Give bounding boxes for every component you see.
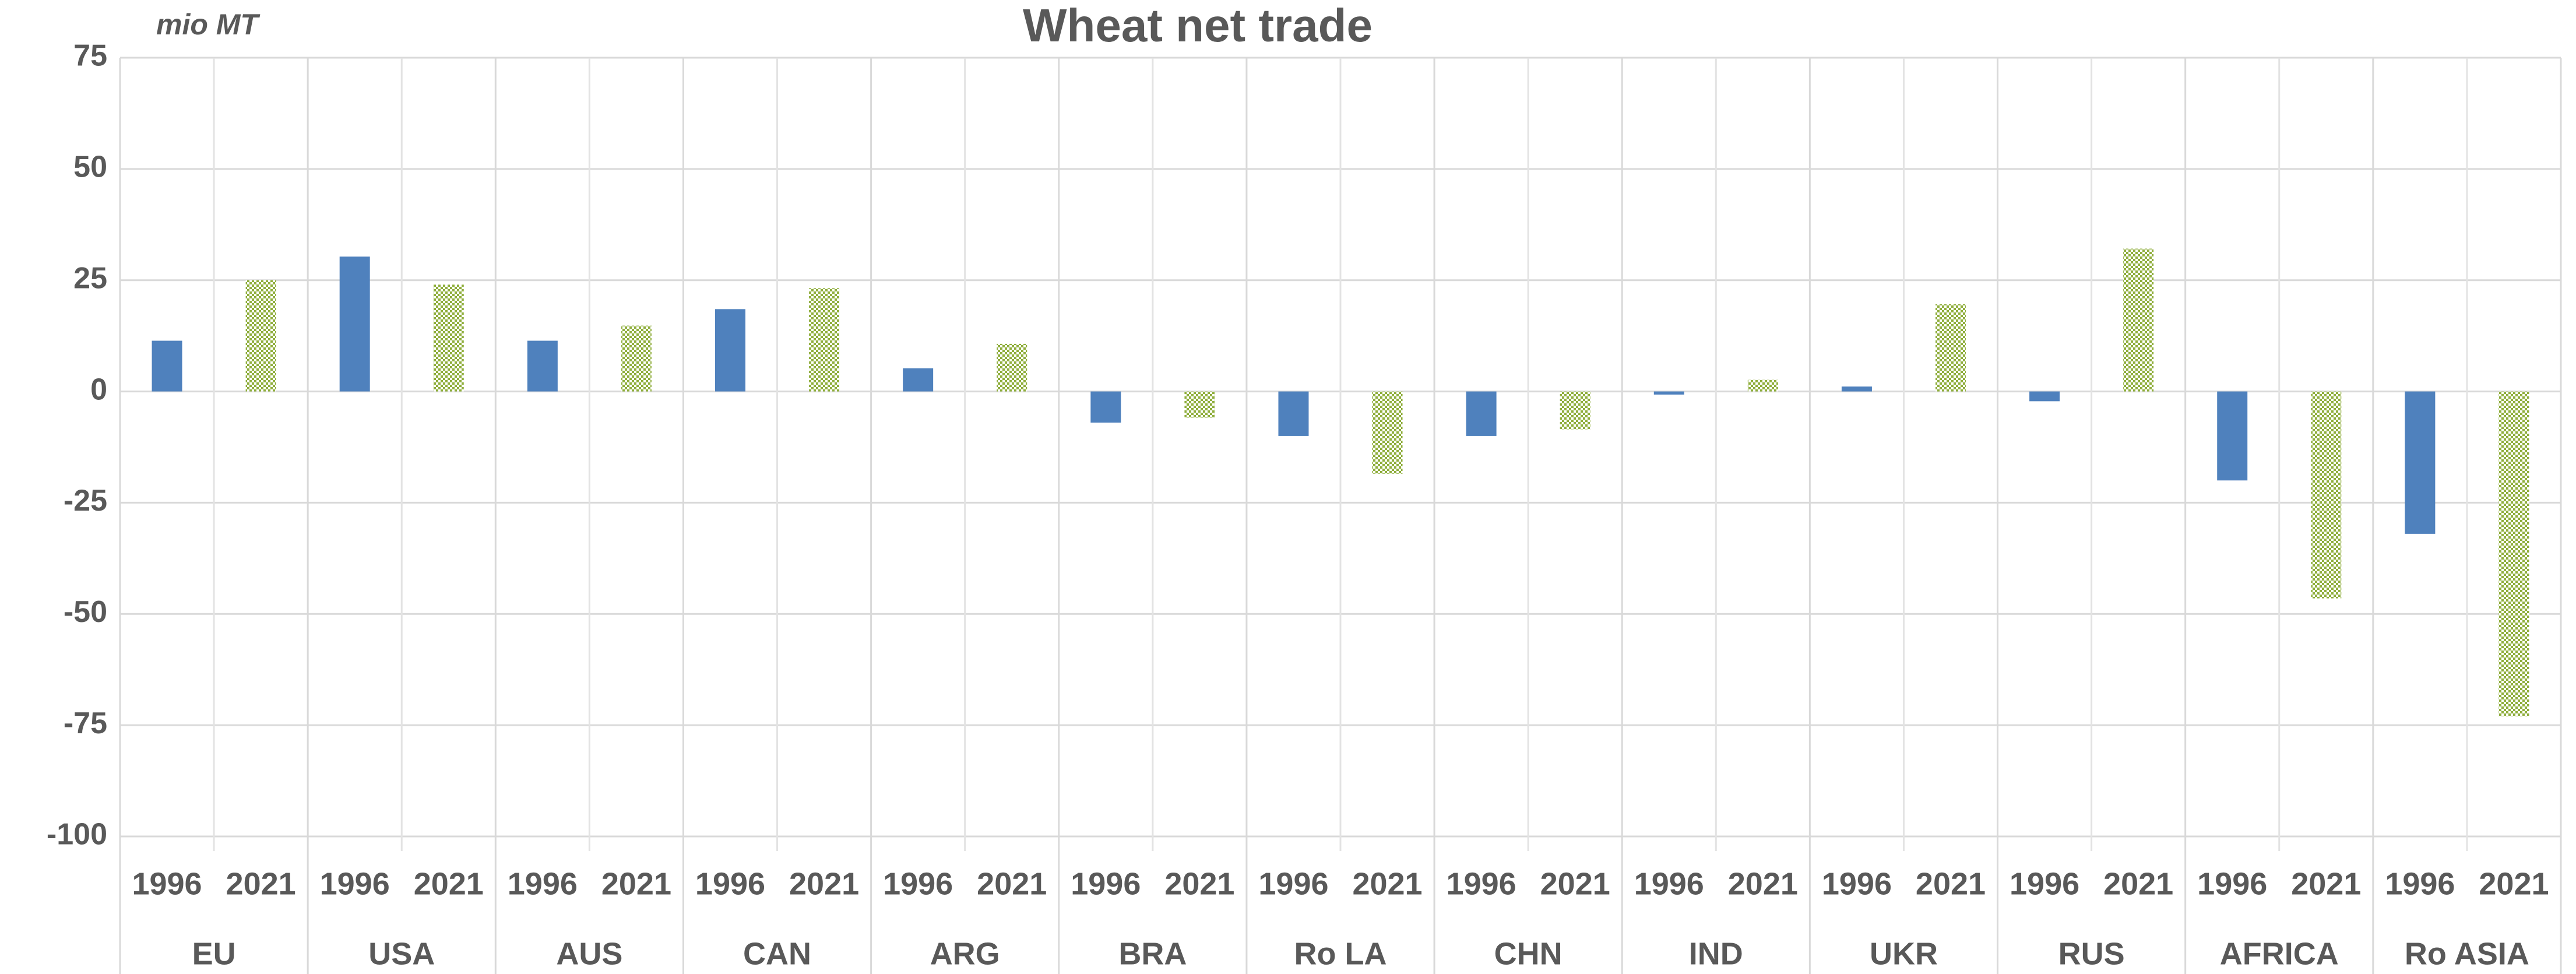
x-tick-label: 2021	[601, 866, 671, 901]
group-label: CHN	[1494, 936, 1563, 971]
group-label: Ro ASIA	[2405, 936, 2529, 971]
bar	[997, 343, 1027, 392]
x-tick-label: 1996	[695, 866, 765, 901]
group-label: ARG	[930, 936, 1000, 971]
bar	[2217, 391, 2248, 481]
y-tick-label: -100	[47, 818, 107, 852]
chart-title: Wheat net trade	[1023, 0, 1373, 51]
x-tick-label: 1996	[132, 866, 202, 901]
x-tick-label: 1996	[1071, 866, 1141, 901]
bar	[621, 325, 652, 392]
y-tick-label: -75	[64, 706, 107, 740]
x-tick-label: 1996	[2010, 866, 2079, 901]
bar	[2405, 391, 2436, 534]
y-tick-label: -50	[64, 595, 107, 629]
y-tick-label: -25	[64, 484, 107, 518]
bar	[903, 368, 934, 392]
x-tick-label: 1996	[2385, 866, 2455, 901]
bar	[1278, 391, 1309, 436]
group-label: UKR	[1870, 936, 1938, 971]
bar	[433, 284, 464, 392]
x-tick-label: 2021	[789, 866, 859, 901]
bar	[809, 288, 840, 392]
group-label: CAN	[743, 936, 811, 971]
bar	[1466, 391, 1497, 436]
x-tick-label: 2021	[1916, 866, 1986, 901]
x-tick-label: 2021	[226, 866, 296, 901]
bar	[1935, 304, 1966, 392]
x-tick-label: 2021	[2103, 866, 2173, 901]
bar	[715, 309, 745, 392]
bar	[2123, 248, 2154, 392]
bar	[245, 280, 276, 392]
group-label: RUS	[2058, 936, 2125, 971]
x-tick-label: 2021	[1728, 866, 1798, 901]
bar	[1184, 391, 1215, 418]
x-tick-label: 1996	[1258, 866, 1328, 901]
x-tick-label: 2021	[414, 866, 484, 901]
bar	[339, 256, 370, 392]
group-label: AFRICA	[2220, 936, 2339, 971]
bar	[1372, 391, 1403, 474]
x-tick-label: 2021	[1164, 866, 1234, 901]
group-label: BRA	[1118, 936, 1187, 971]
x-tick-label: 1996	[1822, 866, 1892, 901]
x-tick-label: 1996	[320, 866, 390, 901]
bar	[1653, 391, 1684, 395]
x-tick-label: 2021	[1352, 866, 1422, 901]
x-tick-label: 1996	[508, 866, 578, 901]
y-tick-label: 75	[73, 39, 107, 73]
x-tick-label: 1996	[883, 866, 953, 901]
bar	[2029, 391, 2060, 402]
bar	[1560, 391, 1590, 430]
y-axis-label: mio MT	[156, 8, 261, 41]
x-tick-label: 2021	[2291, 866, 2361, 901]
x-tick-label: 1996	[2197, 866, 2267, 901]
bar	[2311, 391, 2342, 599]
group-label: USA	[368, 936, 435, 971]
bar	[152, 340, 182, 392]
group-label: EU	[192, 936, 236, 971]
bar	[1747, 379, 1778, 392]
bar	[1090, 391, 1121, 423]
group-label: Ro LA	[1294, 936, 1387, 971]
bar	[527, 340, 558, 392]
bar	[1841, 386, 1872, 392]
y-tick-label: 50	[73, 150, 107, 184]
group-label: AUS	[556, 936, 622, 971]
x-tick-label: 2021	[977, 866, 1047, 901]
y-tick-label: 25	[73, 261, 107, 295]
x-tick-label: 2021	[2479, 866, 2549, 901]
y-tick-label: 0	[90, 372, 107, 406]
group-label: IND	[1689, 936, 1743, 971]
x-tick-label: 1996	[1634, 866, 1704, 901]
x-tick-label: 2021	[1540, 866, 1610, 901]
bar	[2498, 391, 2529, 716]
x-tick-label: 1996	[1447, 866, 1516, 901]
